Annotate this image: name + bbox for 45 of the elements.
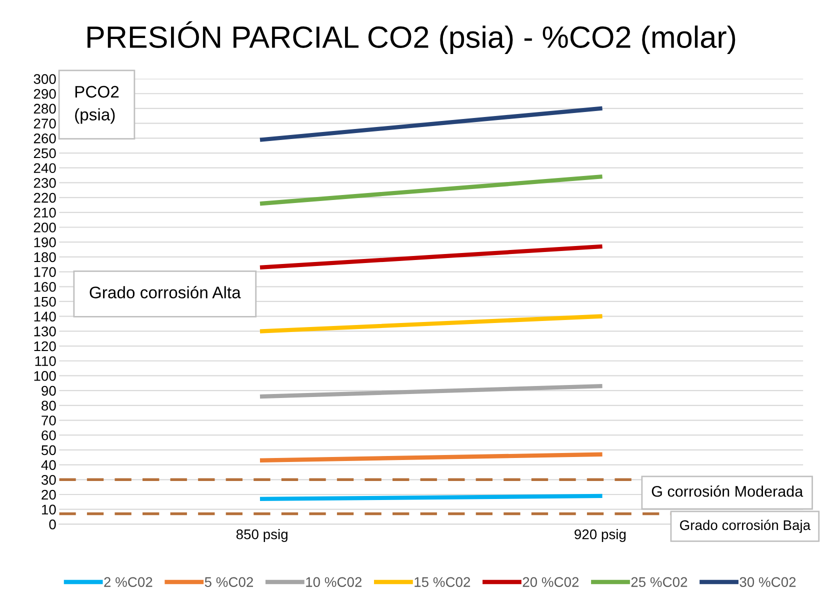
y-tick-label: 30 [41,474,56,485]
y-tick-label: 210 [34,208,56,218]
y-tick-label: 300 [34,74,56,84]
annotation: Grado corrosión Alta [90,286,241,298]
y-tick-label: 280 [34,104,56,114]
chart-title: PRESIÓN PARCIAL CO2 (psia) - %CO2 (molar) [88,21,736,54]
y-tick-label: 40 [41,460,56,470]
y-tick-label: 230 [34,178,56,188]
y-tick-label: 60 [42,430,56,440]
y-tick-label: 50 [42,445,56,456]
y-tick-label: 250 [34,148,56,158]
x-tick-label: 920 psig [574,529,626,542]
legend-label: 20 %C02 [522,577,579,587]
y-tick-label: 90 [42,386,56,396]
y-tick-label: 270 [34,118,56,128]
legend-label: 10 %C02 [306,577,362,587]
ref-line-label: Grado corrosión Baja [680,520,811,533]
y-tick-label: 10 [42,504,56,515]
y-tick-label: 180 [34,252,56,262]
y-tick-label: 80 [42,400,56,411]
y-tick-label: 140 [34,312,56,322]
y-tick-label: 260 [34,134,56,144]
x-tick-label: 850 psig [236,529,288,542]
y-tick-label: 120 [34,341,56,352]
y-tick-label: 200 [34,222,56,232]
y-tick-label: 150 [34,296,56,307]
y-tick-label: 290 [34,88,56,99]
y-tick-label: 170 [34,267,56,277]
legend-label: 5 %C02 [204,577,253,587]
y-tick-label: 220 [34,192,56,203]
y-tick-label: 20 [42,490,56,500]
legend-label: 25 %C02 [631,577,688,587]
y-tick-label: 110 [35,356,56,366]
y-tick-label: 160 [34,282,56,292]
legend-label: 30 %C02 [740,577,796,587]
y-tick-label: 0 [49,520,56,530]
legend-label: 2 %C02 [104,577,152,587]
y-tick-label: 70 [42,416,56,426]
y-tick-label: 130 [34,326,56,336]
y-tick-label: 240 [34,163,56,174]
ref-line-label: G corrosión Moderada [652,485,804,497]
y-axis-title: PCO2 (psia) [75,86,119,124]
y-tick-label: 100 [34,371,56,381]
legend-label: 15 %C02 [414,577,470,587]
y-tick-label: 190 [34,237,56,248]
